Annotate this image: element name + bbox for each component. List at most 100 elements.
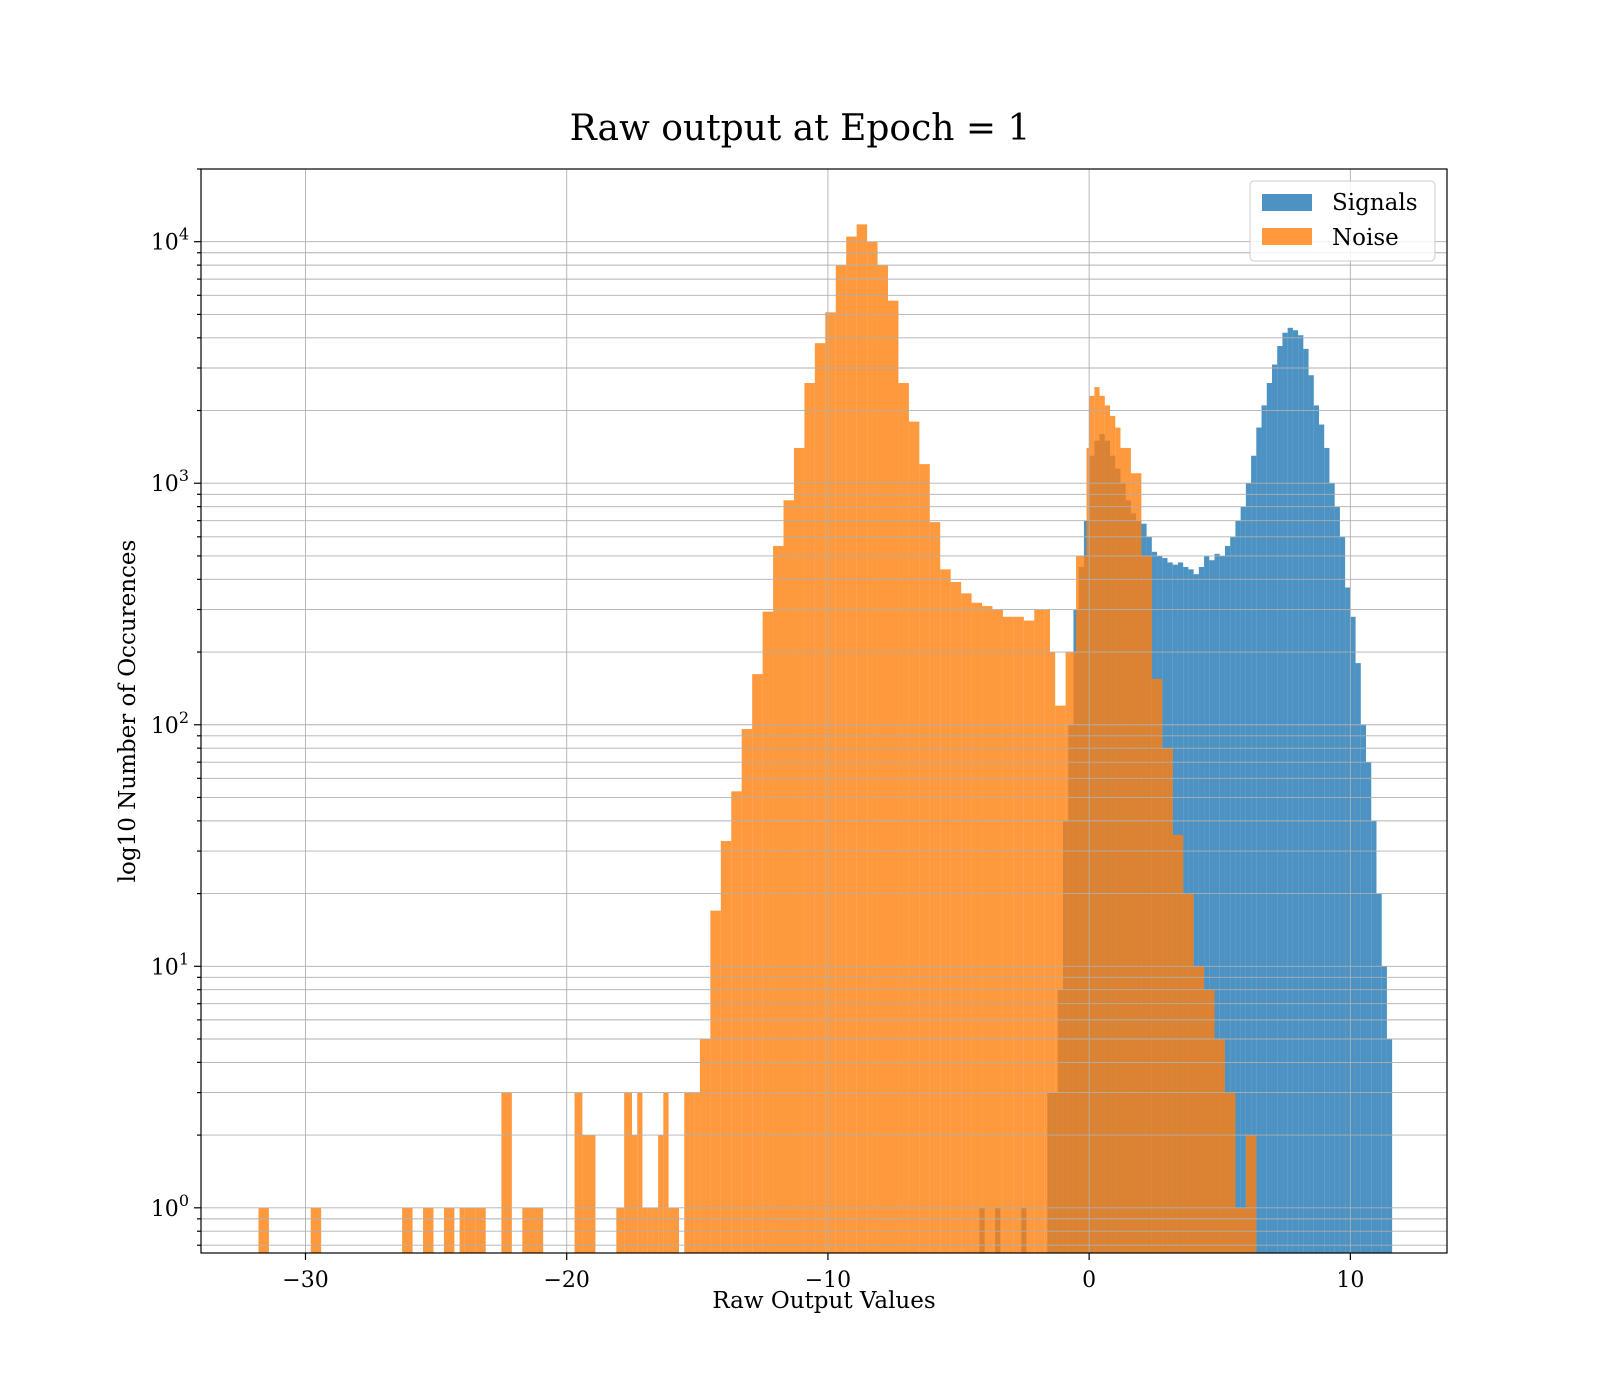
signals-bar bbox=[1324, 447, 1330, 1253]
noise-bar bbox=[668, 1207, 680, 1253]
y-tick-label: 102 bbox=[151, 708, 189, 739]
signals-bar bbox=[1271, 364, 1278, 1253]
signals-bar bbox=[1298, 335, 1304, 1253]
signals-bar bbox=[1366, 762, 1372, 1253]
noise-bar bbox=[1141, 555, 1152, 1253]
signals-bar bbox=[1209, 560, 1215, 1253]
noise-bar bbox=[888, 300, 899, 1253]
noise-bar bbox=[898, 383, 909, 1253]
noise-bar bbox=[752, 674, 763, 1253]
noise-bar bbox=[310, 1207, 322, 1253]
noise-bar bbox=[1076, 555, 1087, 1253]
signals-bar bbox=[1261, 405, 1267, 1253]
noise-bar bbox=[961, 593, 972, 1253]
noise-bar bbox=[402, 1207, 413, 1253]
x-tick-label: −10 bbox=[805, 1268, 851, 1293]
signals-bar bbox=[1224, 545, 1231, 1253]
signals-bar bbox=[1345, 587, 1351, 1253]
noise-bar bbox=[258, 1207, 269, 1253]
noise-bar bbox=[720, 841, 732, 1253]
noise-bar bbox=[846, 236, 857, 1253]
noise-bar bbox=[1023, 620, 1035, 1253]
noise-bar bbox=[624, 1092, 633, 1253]
noise-bar bbox=[825, 312, 836, 1253]
y-tick-label: 104 bbox=[151, 225, 189, 256]
signals-bar bbox=[1214, 553, 1220, 1253]
signals-bar bbox=[1251, 455, 1257, 1253]
signals-bar bbox=[1282, 332, 1288, 1253]
noise-bar bbox=[537, 1207, 544, 1253]
noise-bar bbox=[1204, 989, 1215, 1253]
noise-bar bbox=[1214, 1038, 1225, 1253]
noise-bar bbox=[1110, 415, 1116, 1253]
signals-bar bbox=[1355, 663, 1361, 1253]
noise-bar bbox=[1013, 616, 1024, 1253]
noise-bar bbox=[835, 265, 847, 1253]
noise-bar bbox=[783, 500, 794, 1253]
noise-bar bbox=[475, 1207, 486, 1253]
signals-bar bbox=[1245, 483, 1252, 1253]
signals-bar bbox=[1308, 375, 1314, 1253]
noise-bar bbox=[773, 545, 784, 1253]
noise-bar bbox=[919, 464, 930, 1253]
noise-bar bbox=[1224, 1092, 1236, 1253]
noise-bar bbox=[423, 1207, 434, 1253]
noise-bar bbox=[464, 1207, 476, 1253]
signals-bar bbox=[1386, 1038, 1393, 1253]
noise-bar bbox=[908, 421, 920, 1253]
signals-bar bbox=[1235, 520, 1241, 1253]
noise-bar bbox=[501, 1092, 512, 1253]
noise-bar bbox=[1183, 893, 1194, 1253]
noise-bar bbox=[741, 729, 753, 1253]
noise-bar bbox=[1172, 834, 1184, 1253]
noise-bar bbox=[710, 910, 721, 1253]
noise-bar bbox=[929, 522, 941, 1253]
signals-bar bbox=[1371, 820, 1377, 1253]
noise-bar bbox=[1130, 473, 1142, 1253]
noise-bar bbox=[684, 1092, 695, 1253]
signals-bar bbox=[1381, 966, 1387, 1253]
noise-bar bbox=[637, 1092, 643, 1253]
signals-bar bbox=[1240, 506, 1246, 1253]
bars-layer bbox=[258, 224, 1393, 1253]
noise-bar bbox=[459, 1207, 465, 1253]
noise-bar bbox=[1193, 966, 1205, 1253]
signals-bar bbox=[1198, 566, 1205, 1253]
noise-bar bbox=[694, 1092, 700, 1253]
signals-bar bbox=[1319, 424, 1325, 1253]
chart-title: Raw output at Epoch = 1 bbox=[570, 108, 1031, 149]
legend: Signals Noise bbox=[1249, 180, 1436, 262]
noise-bar bbox=[1162, 748, 1173, 1253]
noise-bar bbox=[652, 1207, 659, 1253]
signals-bar bbox=[1287, 327, 1293, 1253]
noise-bar bbox=[992, 609, 1003, 1253]
noise-bar bbox=[950, 582, 962, 1253]
legend-swatch-noise bbox=[1262, 228, 1312, 245]
legend-label-noise: Noise bbox=[1332, 225, 1399, 251]
x-tick-label: −20 bbox=[543, 1268, 589, 1293]
signals-bar bbox=[1329, 483, 1335, 1253]
signals-bar bbox=[1360, 724, 1367, 1253]
noise-bar bbox=[731, 791, 742, 1253]
x-tick-label: 10 bbox=[1336, 1268, 1364, 1293]
noise-bar bbox=[582, 1135, 585, 1253]
noise-bar bbox=[663, 1092, 669, 1253]
signals-bar bbox=[1193, 574, 1199, 1253]
signals-bar bbox=[1313, 405, 1319, 1253]
noise-bar bbox=[1034, 609, 1045, 1253]
noise-bar bbox=[1049, 652, 1056, 1253]
signals-bar bbox=[1292, 330, 1299, 1253]
legend-label-signals: Signals bbox=[1332, 190, 1418, 216]
noise-bar bbox=[856, 224, 868, 1253]
noise-bar bbox=[658, 1135, 664, 1253]
noise-bar bbox=[940, 569, 951, 1253]
noise-bar bbox=[1099, 395, 1105, 1253]
noise-bar bbox=[1089, 395, 1095, 1253]
noise-bar bbox=[982, 606, 993, 1253]
noise-bar bbox=[1115, 427, 1121, 1253]
noise-bar bbox=[632, 1135, 638, 1253]
noise-bar bbox=[642, 1207, 648, 1253]
signals-bar bbox=[1052, 1092, 1058, 1253]
noise-bar bbox=[1245, 1135, 1257, 1253]
